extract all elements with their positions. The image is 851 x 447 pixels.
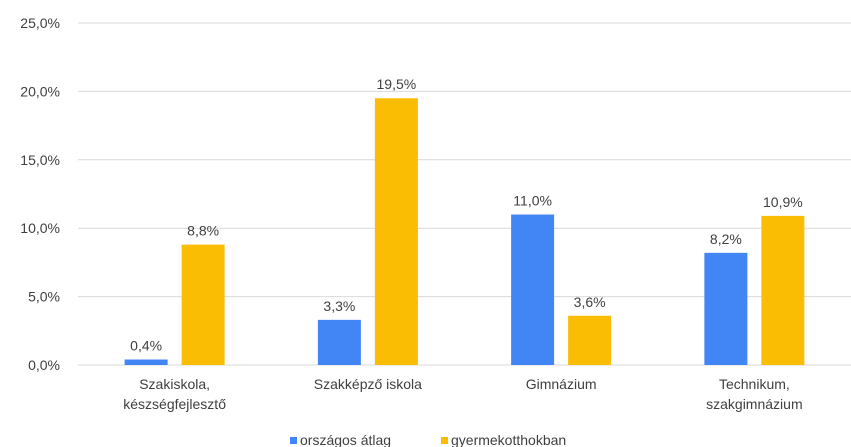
y-tick-label: 5,0% [28, 289, 60, 305]
bar-orszagos-atlag [124, 359, 168, 365]
x-category-label: Szakképző iskola [314, 376, 422, 392]
data-label: 0,4% [130, 338, 162, 354]
y-tick-label: 10,0% [20, 220, 60, 236]
bar-gyermekotthokban [568, 315, 612, 365]
x-category-label: Gimnázium [526, 376, 597, 392]
bar-gyermekotthokban [181, 244, 225, 365]
y-tick-label: 0,0% [28, 357, 60, 373]
bars [124, 98, 805, 366]
bar-gyermekotthokban [761, 215, 805, 365]
legend: országos átlag gyermekotthokban [290, 432, 566, 447]
x-axis-categories: Szakiskola, készségfejlesztő Szakképző isk… [123, 376, 802, 412]
y-axis-ticks: 0,0% 5,0% 10,0% 15,0% 20,0% 25,0% [20, 15, 60, 373]
y-tick-label: 20,0% [20, 83, 60, 99]
y-tick-label: 15,0% [20, 152, 60, 168]
data-label: 11,0% [513, 193, 552, 209]
x-category-label: Technikum, [719, 376, 790, 392]
x-category-label: Szakiskola, [139, 376, 210, 392]
bar-orszagos-atlag [317, 319, 361, 365]
data-label: 3,6% [574, 294, 606, 310]
legend-label: gyermekotthokban [451, 432, 566, 447]
x-category-label: szakgimnázium [706, 396, 802, 412]
y-tick-label: 25,0% [20, 15, 60, 31]
data-label: 10,9% [763, 194, 803, 210]
data-label: 19,5% [377, 76, 417, 92]
data-label: 8,2% [710, 231, 742, 247]
bar-orszagos-atlag [704, 252, 748, 365]
data-labels: 0,4% 8,8% 3,3% 19,5% 11,0% 3,6% 8,2% 10,9% [130, 76, 803, 353]
bar-gyermekotthokban [374, 98, 418, 366]
legend-swatch [290, 437, 297, 444]
data-label: 8,8% [187, 223, 219, 239]
bar-orszagos-atlag [511, 214, 555, 365]
x-category-label: készségfejlesztő [123, 396, 226, 412]
legend-label: országos átlag [300, 432, 391, 447]
data-label: 3,3% [323, 298, 355, 314]
legend-swatch [441, 437, 448, 444]
